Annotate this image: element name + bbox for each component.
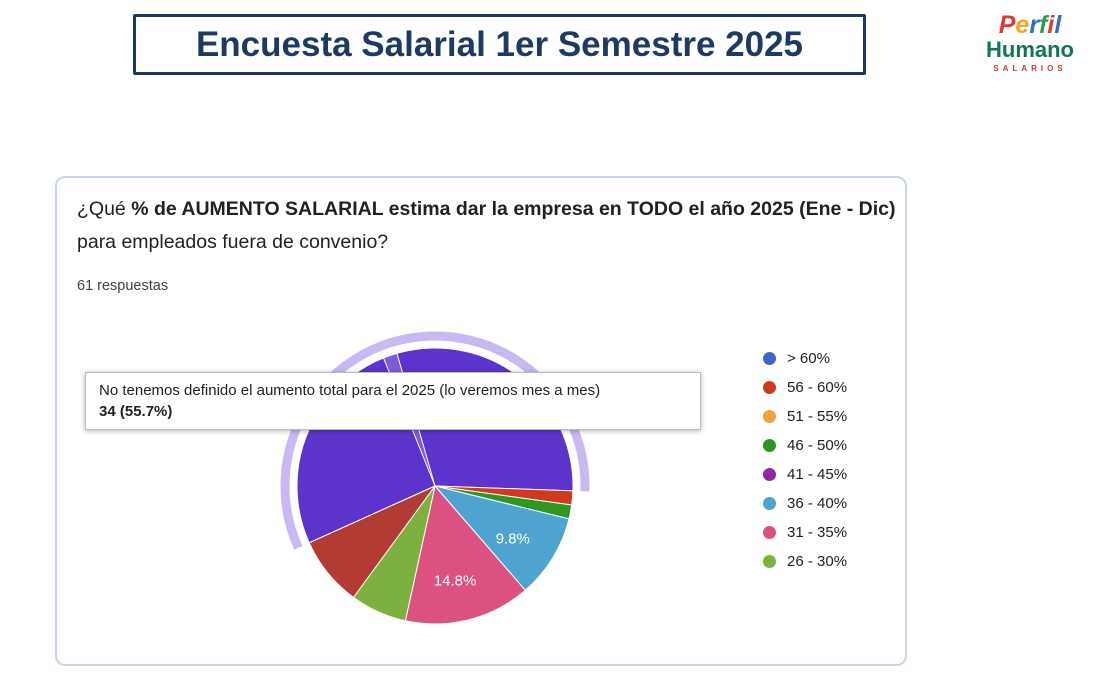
legend-label: 31 - 35% bbox=[787, 524, 848, 541]
legend-color-dot bbox=[763, 439, 776, 452]
legend-item: 26 - 30% bbox=[763, 547, 847, 576]
logo-humano-word: Humano bbox=[986, 37, 1074, 63]
chart-legend: > 60% 56 - 60% 51 - 55% 46 - 50% 41 - 45% 36 … bbox=[763, 344, 847, 576]
legend-label: > 60% bbox=[787, 350, 830, 367]
legend-color-dot bbox=[763, 410, 776, 423]
legend-color-dot bbox=[763, 526, 776, 539]
tooltip-answer-text: No tenemos definido el aumento total par… bbox=[99, 382, 601, 399]
question-segment: para empleados fuera de convenio? bbox=[77, 231, 389, 254]
logo-perfil-word: Perfil bbox=[972, 12, 1088, 38]
question-text: ¿Qué % de AUMENTO SALARIAL estima dar la… bbox=[77, 193, 897, 259]
logo-letter: e bbox=[1015, 11, 1030, 39]
legend-color-dot bbox=[763, 352, 776, 365]
legend-item: 31 - 35% bbox=[763, 518, 847, 547]
legend-label: 26 - 30% bbox=[787, 553, 848, 570]
page-title: Encuesta Salarial 1er Semestre 2025 bbox=[195, 24, 804, 64]
pie-slice[interactable] bbox=[404, 484, 527, 625]
logo-letter: P bbox=[998, 11, 1016, 39]
pie-slice[interactable] bbox=[433, 485, 570, 592]
legend-item: 36 - 40% bbox=[763, 489, 847, 518]
survey-question-card: ¿Qué % de AUMENTO SALARIAL estima dar la… bbox=[55, 176, 907, 666]
slice-percentage-label: 9.8% bbox=[496, 531, 530, 548]
tooltip-count-percentage: 34 (55.7%) bbox=[99, 403, 173, 420]
legend-color-dot bbox=[763, 497, 776, 510]
legend-label: 41 - 45% bbox=[787, 466, 848, 483]
legend-label: 36 - 40% bbox=[787, 495, 848, 512]
legend-item: 56 - 60% bbox=[763, 373, 847, 402]
question-segment: ¿Qué bbox=[77, 198, 132, 220]
legend-item: 41 - 45% bbox=[763, 460, 847, 489]
legend-color-dot bbox=[763, 468, 776, 481]
logo-letter: i bbox=[1047, 11, 1055, 39]
legend-color-dot bbox=[763, 381, 776, 394]
legend-color-dot bbox=[763, 555, 776, 568]
legend-label: 56 - 60% bbox=[787, 379, 848, 396]
legend-item: > 60% bbox=[763, 344, 847, 373]
legend-item: 51 - 55% bbox=[763, 402, 847, 431]
brand-logo: Perfil Humano SALARIOS bbox=[972, 12, 1088, 74]
page-title-box: Encuesta Salarial 1er Semestre 2025 bbox=[133, 14, 866, 75]
legend-label: 46 - 50% bbox=[787, 437, 848, 454]
pie-chart[interactable]: 9.8% 14.8% bbox=[270, 321, 600, 651]
logo-letter: r bbox=[1029, 11, 1040, 39]
responses-count: 61 respuestas bbox=[77, 278, 169, 294]
slice-percentage-label: 14.8% bbox=[434, 573, 477, 590]
legend-item: 46 - 50% bbox=[763, 431, 847, 460]
logo-letter: l bbox=[1054, 11, 1062, 39]
legend-label: 51 - 55% bbox=[787, 408, 848, 425]
logo-letter: f bbox=[1039, 11, 1048, 39]
pie-slice[interactable] bbox=[308, 484, 437, 599]
pie-chart-area: 9.8% 14.8% bbox=[270, 321, 600, 651]
question-segment: % de AUMENTO SALARIAL estima dar la empr… bbox=[131, 198, 896, 220]
chart-tooltip: No tenemos definido el aumento total par… bbox=[85, 372, 701, 430]
logo-salarios-word: SALARIOS bbox=[993, 64, 1067, 74]
